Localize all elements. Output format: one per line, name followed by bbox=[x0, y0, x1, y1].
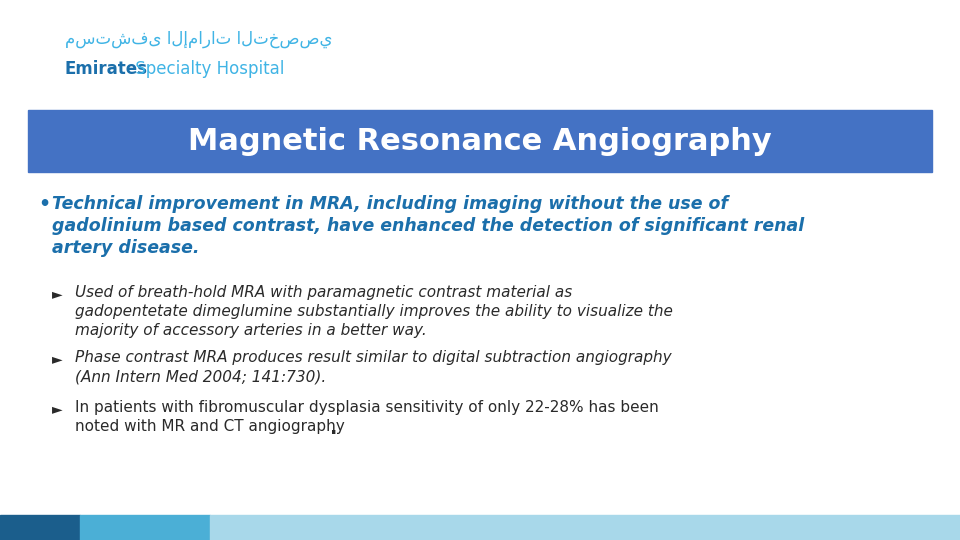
Text: Technical improvement in MRA, including imaging without the use of: Technical improvement in MRA, including … bbox=[52, 195, 728, 213]
Bar bbox=[80, 515, 210, 540]
Text: Phase contrast MRA produces result similar to digital subtraction angiography: Phase contrast MRA produces result simil… bbox=[75, 350, 672, 365]
Text: Emirates: Emirates bbox=[65, 60, 148, 78]
Text: gadolinium based contrast, have enhanced the detection of significant renal: gadolinium based contrast, have enhanced… bbox=[52, 217, 804, 235]
Text: majority of accessory arteries in a better way.: majority of accessory arteries in a bett… bbox=[75, 323, 427, 338]
Bar bbox=[0, 515, 80, 540]
Text: artery disease.: artery disease. bbox=[52, 239, 200, 257]
Bar bbox=[28, 110, 932, 172]
Text: •: • bbox=[38, 195, 50, 214]
Text: In patients with fibromuscular dysplasia sensitivity of only 22-28% has been: In patients with fibromuscular dysplasia… bbox=[75, 400, 659, 415]
Text: مستشفى الإمارات التخصصي: مستشفى الإمارات التخصصي bbox=[65, 30, 332, 48]
Text: gadopentetate dimeglumine substantially improves the ability to visualize the: gadopentetate dimeglumine substantially … bbox=[75, 304, 673, 319]
Bar bbox=[210, 515, 960, 540]
Text: ►: ► bbox=[52, 402, 62, 416]
Text: ►: ► bbox=[52, 352, 62, 366]
Text: .: . bbox=[330, 419, 337, 438]
Text: Specialty Hospital: Specialty Hospital bbox=[130, 60, 284, 78]
Text: (Ann Intern Med 2004; 141:730).: (Ann Intern Med 2004; 141:730). bbox=[75, 369, 326, 384]
Text: Used of breath-hold MRA with paramagnetic contrast material as: Used of breath-hold MRA with paramagneti… bbox=[75, 285, 572, 300]
Text: ►: ► bbox=[52, 287, 62, 301]
Text: noted with MR and CT angiography: noted with MR and CT angiography bbox=[75, 419, 345, 434]
Text: Magnetic Resonance Angiography: Magnetic Resonance Angiography bbox=[188, 126, 772, 156]
